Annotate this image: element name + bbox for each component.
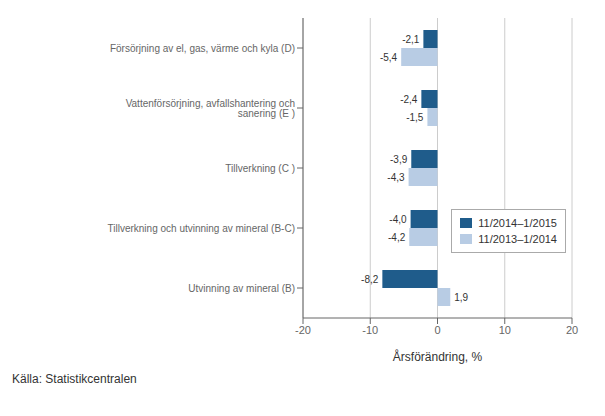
svg-text:-2,1: -2,1 — [402, 34, 420, 45]
html-text:11/2014–1/2015: 11/2014–1/2015 — [478, 217, 557, 229]
svg-text:-20: -20 — [295, 324, 311, 336]
svg-text:Försörjning av el, gas, värme: Försörjning av el, gas, värme och kyla (… — [110, 43, 295, 54]
svg-text:-3,9: -3,9 — [390, 154, 408, 165]
svg-text:Utvinning av mineral (B): Utvinning av mineral (B) — [188, 283, 295, 294]
svg-text:10: 10 — [499, 324, 511, 336]
svg-text:Årsförändring, %: Årsförändring, % — [393, 349, 483, 364]
svg-text:Tillverkning och utvinning av: Tillverkning och utvinning av mineral (B… — [108, 223, 295, 234]
svg-text:-4,2: -4,2 — [388, 232, 406, 243]
svg-text:0: 0 — [434, 324, 440, 336]
html-text:Källa: Statistikcentralen: Källa: Statistikcentralen — [12, 372, 137, 386]
svg-text:Vattenförsörjning, avfallshant: Vattenförsörjning, avfallshantering ochs… — [126, 98, 295, 119]
svg-text:-2,4: -2,4 — [400, 94, 418, 105]
svg-text:20: 20 — [566, 324, 578, 336]
svg-text:-8,2: -8,2 — [361, 274, 379, 285]
html-text:11/2013–1/2014: 11/2013–1/2014 — [478, 233, 557, 245]
svg-text:-4,3: -4,3 — [387, 172, 405, 183]
svg-text:-5,4: -5,4 — [380, 52, 398, 63]
svg-text:-4,0: -4,0 — [389, 214, 407, 225]
svg-text:Tillverkning (C ): Tillverkning (C ) — [225, 163, 295, 174]
svg-text:1,9: 1,9 — [454, 292, 468, 303]
svg-text:-10: -10 — [362, 324, 378, 336]
svg-text:-1,5: -1,5 — [406, 112, 424, 123]
